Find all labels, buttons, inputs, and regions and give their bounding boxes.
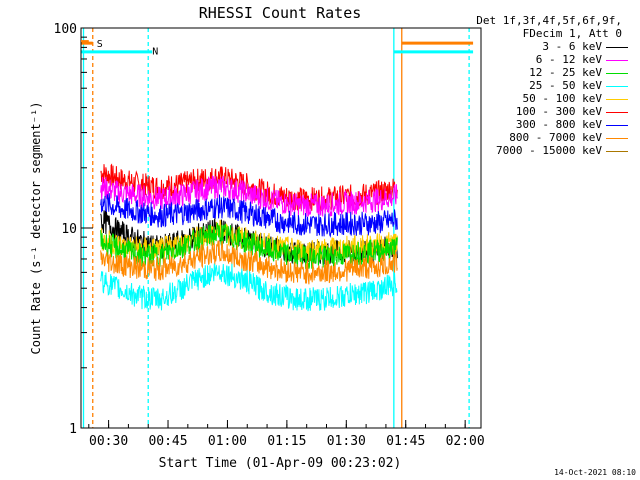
chart-title: RHESSI Count Rates <box>199 4 362 22</box>
axis-ticks: 00:30 00:45 01:00 01:15 01:30 01:45 02:00 1 10 10… <box>54 22 485 449</box>
x-tick-label: 01:15 <box>267 434 306 449</box>
x-tick-label: 01:45 <box>386 434 425 449</box>
legend-entry: 7000 - 15000 keV <box>496 144 602 157</box>
series-line-800to7000keV <box>100 240 398 285</box>
y-axis-label: Count Rate (s⁻¹ detector segment⁻¹) <box>29 102 43 355</box>
x-tick-label: 01:30 <box>327 434 366 449</box>
legend-entry: 6 - 12 keV <box>535 53 602 66</box>
legend-swatch <box>606 60 628 61</box>
legend-entry: 25 - 50 keV <box>529 79 602 92</box>
legend-header: Det 1f,3f,4f,5f,6f,9f, <box>476 14 622 27</box>
series-line-6to12keV <box>100 175 398 217</box>
y-tick-label: 100 <box>54 22 77 37</box>
legend-swatch <box>606 112 628 113</box>
series-line-300to800keV <box>100 193 398 238</box>
annotation-label: S <box>97 39 103 50</box>
series-group <box>100 163 398 312</box>
legend-entry: 800 - 7000 keV <box>509 131 602 144</box>
legend-entry: 12 - 25 keV <box>529 66 602 79</box>
legend-swatch <box>606 47 628 48</box>
legend-swatch <box>606 151 628 152</box>
legend-entry: 3 - 6 keV <box>542 40 602 53</box>
legend-entry: 100 - 300 keV <box>515 105 602 118</box>
legend-header: FDecim 1, Att 0 <box>522 27 622 40</box>
series-line-25to50keV <box>100 263 398 312</box>
x-axis-label: Start Time (01-Apr-09 00:23:02) <box>159 456 402 471</box>
legend-swatch <box>606 138 628 139</box>
timestamp: 14-Oct-2021 08:10 <box>554 468 636 477</box>
x-tick-label: 00:30 <box>89 434 128 449</box>
annotation-label: N <box>152 47 158 58</box>
x-tick-label: 02:00 <box>446 434 485 449</box>
legend-swatch <box>606 125 628 126</box>
y-tick-label: 1 <box>69 422 77 437</box>
x-tick-label: 01:00 <box>208 434 247 449</box>
annotations: SN <box>81 39 158 58</box>
legend-entry: 50 - 100 keV <box>522 92 602 105</box>
legend-swatch <box>606 73 628 74</box>
x-tick-label: 00:45 <box>148 434 187 449</box>
plot-frame <box>80 27 482 429</box>
y-tick-label: 10 <box>61 222 77 237</box>
legend-swatch <box>606 86 628 87</box>
legend-swatch <box>606 99 628 100</box>
legend-entry: 300 - 800 keV <box>515 118 602 131</box>
